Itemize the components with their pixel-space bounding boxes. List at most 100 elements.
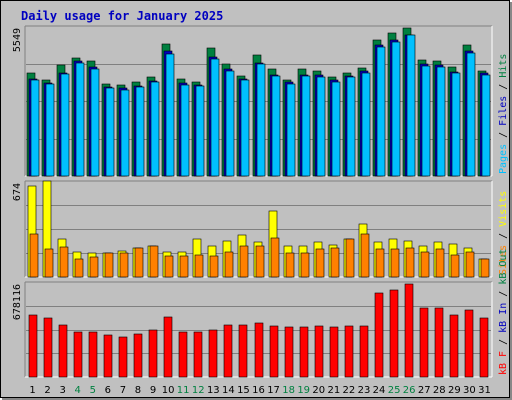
bar-pages-day-31: [481, 74, 491, 177]
bar-sites-day-7: [119, 252, 129, 278]
x-tick-label: 30: [463, 385, 476, 396]
bar-sites-day-19: [300, 252, 310, 278]
x-tick-label: 23: [358, 385, 371, 396]
bar-kb-f-day-24: [374, 292, 384, 378]
legend-entry: Sites: [498, 245, 509, 275]
legend-entry: Files: [498, 96, 509, 126]
bar-sites-day-18: [285, 252, 295, 278]
bar-sites-day-9: [149, 245, 159, 278]
bar-sites-day-30: [465, 251, 475, 278]
bar-pages-day-21: [331, 81, 341, 177]
bar-kb-f-day-27: [419, 307, 429, 378]
x-tick-label: 3: [59, 385, 65, 396]
bar-sites-day-24: [375, 248, 385, 278]
bar-pages-day-14: [225, 70, 235, 177]
bar-pages-day-19: [301, 75, 311, 177]
bar-kb-f-day-13: [208, 329, 218, 378]
bar-sites-day-14: [224, 251, 234, 278]
bar-kb-f-day-17: [269, 325, 279, 378]
series-legend: Sites / Visits: [498, 191, 509, 275]
x-tick-label: 27: [418, 385, 431, 396]
x-tick-label: 1: [29, 385, 35, 396]
legend-entry: Pages: [498, 144, 509, 174]
series-legend: Pages / Files / Hits: [498, 54, 509, 174]
bar-sites-day-2: [44, 248, 54, 278]
bar-kb-f-day-25: [389, 289, 399, 378]
x-tick-label: 28: [433, 385, 446, 396]
bar-kb-f-day-8: [133, 333, 143, 378]
bar-pages-day-2: [45, 83, 55, 177]
bar-pages-day-3: [60, 73, 70, 177]
bar-pages-day-29: [451, 72, 461, 177]
bar-kb-f-day-15: [238, 324, 248, 378]
bar-kb-f-day-22: [344, 325, 354, 378]
bar-sites-day-4: [74, 258, 84, 278]
bar-sites-day-6: [104, 252, 114, 278]
bar-pages-day-26: [406, 34, 416, 177]
x-tick-label: 4: [75, 385, 81, 396]
bar-sites-day-28: [435, 248, 445, 278]
bar-sites-day-1: [29, 233, 39, 278]
bar-kb-f-day-19: [299, 326, 309, 378]
x-tick-label: 24: [373, 385, 386, 396]
x-tick-label: 12: [192, 385, 205, 396]
bar-pages-day-13: [210, 58, 220, 177]
series-legend: kB F / kB In / kB Out: [498, 249, 509, 375]
bar-pages-day-5: [90, 68, 100, 177]
x-tick-label: 9: [150, 385, 156, 396]
bar-sites-day-5: [89, 256, 99, 278]
y-max-label: 678116: [12, 284, 23, 320]
x-tick-label: 11: [177, 385, 190, 396]
x-tick-label: 17: [267, 385, 280, 396]
bar-sites-day-22: [345, 238, 355, 278]
bar-sites-day-23: [360, 233, 370, 278]
bar-sites-day-26: [405, 247, 415, 278]
bar-sites-day-8: [134, 247, 144, 278]
y-max-label: 5549: [12, 28, 23, 52]
bar-kb-f-day-7: [118, 336, 128, 378]
legend-entry: kB Out: [498, 249, 509, 285]
bar-pages-day-23: [361, 72, 371, 177]
bar-sites-day-3: [59, 246, 69, 278]
legend-separator: /: [498, 285, 509, 303]
bar-kb-f-day-6: [103, 334, 113, 378]
bar-kb-f-day-31: [479, 317, 489, 378]
legend-entry: kB In: [498, 303, 509, 333]
legend-entry: kB F: [498, 351, 509, 375]
bar-sites-day-13: [209, 255, 219, 278]
bar-pages-day-15: [240, 79, 250, 177]
bar-kb-f-day-2: [43, 317, 53, 378]
bar-sites-day-21: [330, 247, 340, 278]
bar-pages-day-9: [150, 81, 160, 177]
bar-sites-day-16: [255, 245, 265, 278]
bar-kb-f-day-10: [163, 316, 173, 378]
legend-entry: Visits: [498, 191, 509, 227]
bar-kb-f-day-26: [404, 283, 414, 378]
legend-separator: /: [498, 126, 509, 144]
panel-requests: 5549 Pages / Files / Hits: [12, 25, 509, 177]
bar-sites-day-11: [179, 255, 189, 278]
bar-kb-f-day-20: [314, 325, 324, 378]
bar-kb-f-day-30: [464, 309, 474, 378]
x-tick-label: 19: [297, 385, 310, 396]
x-tick-label: 8: [135, 385, 141, 396]
x-tick-label: 5: [90, 385, 96, 396]
bar-pages-day-20: [316, 76, 326, 177]
x-tick-label: 31: [478, 385, 491, 396]
bar-sites-day-27: [420, 251, 430, 278]
legend-entry: Hits: [498, 54, 509, 78]
bar-kb-f-day-1: [28, 314, 38, 378]
bar-pages-day-17: [271, 75, 281, 177]
bar-pages-day-4: [75, 62, 85, 177]
x-tick-label: 2: [44, 385, 50, 396]
x-tick-label: 16: [252, 385, 265, 396]
x-tick-label: 6: [105, 385, 111, 396]
bar-pages-day-16: [256, 63, 266, 177]
bar-pages-day-28: [436, 66, 446, 177]
bar-sites-day-10: [164, 255, 174, 278]
bar-kb-f-day-16: [254, 322, 264, 378]
bar-kb-f-day-29: [449, 314, 459, 378]
bar-pages-day-27: [421, 65, 431, 177]
x-tick-label: 22: [343, 385, 356, 396]
bar-sites-day-20: [315, 248, 325, 278]
